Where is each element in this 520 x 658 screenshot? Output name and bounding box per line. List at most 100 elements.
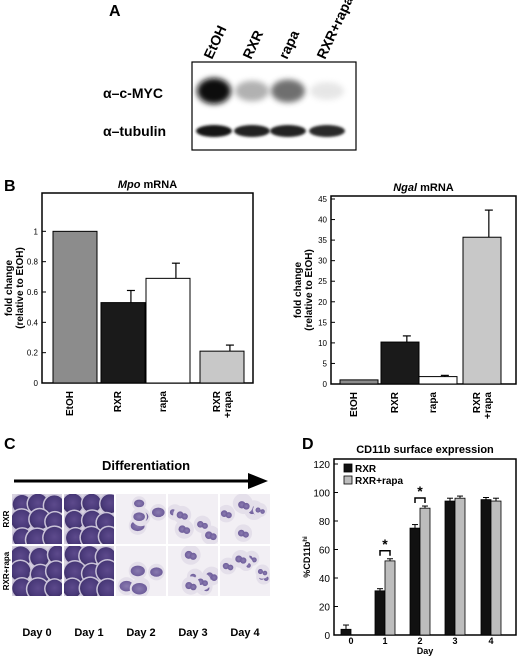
tubulin-band-2 — [270, 125, 306, 137]
micrograph-1-4 — [220, 546, 270, 596]
panel-a-letter: A — [109, 3, 121, 20]
panel-c-letter: C — [4, 436, 16, 453]
category-label-3: +rapa — [483, 392, 494, 419]
bar-2 — [145, 277, 191, 384]
cmyc-band-0 — [197, 78, 231, 104]
y-tick-label: 120 — [313, 460, 330, 471]
bar-3 — [462, 236, 502, 385]
category-label-0: EtOH — [65, 391, 76, 416]
micrograph-1-1 — [64, 546, 114, 596]
cd11b-chart: CD11b surface expression%CD11bhiDay02040… — [302, 444, 517, 656]
cmyc-band-2 — [271, 79, 305, 103]
legend-label-1: RXR+rapa — [355, 476, 404, 487]
x-tick-label-2: 2 — [417, 636, 422, 646]
tubulin-band-3 — [309, 125, 345, 137]
category-label-1: RXR — [390, 391, 401, 413]
y-axis-label-superscript: hi — [303, 536, 309, 542]
y-tick-label: 100 — [313, 489, 330, 500]
legend-label-0: RXR — [355, 464, 377, 475]
micrograph-1-0 — [12, 546, 62, 596]
y-axis-label: %CD11bhi — [302, 536, 312, 578]
lane-label-1: RXR — [239, 28, 266, 62]
bar-RXR-3 — [444, 500, 456, 636]
micrograph-day-labels: Day 0 Day 1 Day 2 Day 3 Day 4 — [22, 627, 260, 639]
legend-swatch-0 — [343, 463, 353, 473]
y-tick-label: 30 — [318, 257, 327, 266]
chart-title-suffix: mRNA — [417, 182, 454, 194]
cmyc-band-3 — [310, 82, 344, 100]
panel-b-letter: B — [4, 178, 16, 195]
differentiation-arrow-head — [248, 473, 268, 489]
differentiation-label: Differentiation — [102, 458, 190, 473]
lane-label-3: RXR+rapa — [313, 0, 356, 61]
y-tick-label: 15 — [318, 318, 327, 327]
micrograph-0-4 — [220, 494, 270, 544]
significance-star-0: * — [382, 536, 388, 552]
x-axis-label: Day — [417, 646, 434, 656]
y-tick-label: 35 — [318, 236, 327, 245]
micrograph-0-3 — [168, 494, 218, 544]
y-axis-label-2: (relative to EtOH) — [15, 247, 26, 329]
y-tick-label: 20 — [318, 298, 327, 307]
bar-RXR+rapa-4 — [490, 500, 502, 636]
y-tick-label: 60 — [319, 546, 331, 557]
x-tick-label-1: 1 — [382, 636, 387, 646]
bar-0 — [52, 230, 98, 384]
micrograph-day-label-2: Day 2 — [126, 627, 155, 639]
y-tick-label: 0.4 — [27, 318, 39, 327]
bar-3 — [199, 350, 245, 384]
panel-d-letter: D — [302, 436, 314, 453]
y-tick-label: 0 — [324, 631, 330, 642]
micrograph-0-1 — [64, 494, 114, 544]
bar-RXR-1 — [374, 590, 386, 636]
y-tick-label: 45 — [318, 195, 327, 204]
bar-RXR+rapa-3 — [454, 497, 466, 636]
category-label-3: RXR — [212, 390, 223, 412]
bar-RXR-2 — [409, 527, 421, 636]
cmyc-band-1 — [235, 80, 269, 102]
chart-title: CD11b surface expression — [356, 444, 494, 456]
bar-RXR+rapa-1 — [384, 560, 396, 636]
y-tick-label: 1 — [34, 227, 39, 236]
category-label-3: RXR — [472, 391, 483, 413]
bar-1 — [100, 302, 146, 384]
micrograph-row-labels: RXR RXR+rapa — [2, 510, 11, 590]
category-label-1: RXR — [113, 390, 124, 412]
y-tick-label: 0.6 — [27, 288, 39, 297]
y-tick-label: 5 — [323, 359, 328, 368]
chart-title: Ngal mRNA — [393, 182, 454, 194]
chart-title-suffix: mRNA — [140, 179, 177, 191]
micrograph-grid — [12, 494, 270, 596]
legend-swatch-1 — [343, 475, 353, 485]
category-label-3: +rapa — [223, 391, 234, 418]
y-tick-label: 40 — [319, 574, 331, 585]
micrograph-day-label-4: Day 4 — [230, 627, 260, 639]
y-axis-label: fold change — [4, 260, 15, 317]
y-axis-label-2: (relative to EtOH) — [304, 249, 315, 331]
micrograph-1-3 — [168, 546, 218, 596]
chart-title-gene: Ngal — [393, 182, 418, 194]
bar-1 — [380, 341, 420, 385]
chart-title: Mpo mRNA — [118, 179, 177, 191]
micrograph-day-label-1: Day 1 — [74, 627, 103, 639]
y-tick-label: 25 — [318, 277, 327, 286]
y-axis-label: fold change — [293, 262, 304, 319]
category-label-0: EtOH — [349, 392, 360, 417]
mpo-chart: Mpo mRNA fold change (relative to EtOH) 0 0.… — [4, 179, 254, 418]
y-tick-label: 40 — [318, 216, 327, 225]
bar-2 — [418, 376, 458, 385]
x-tick-label-4: 4 — [488, 636, 493, 646]
tubulin-band-1 — [234, 125, 270, 137]
x-tick-label-3: 3 — [452, 636, 457, 646]
tubulin-band-0 — [196, 125, 232, 137]
micrograph-day-label-0: Day 0 — [22, 627, 51, 639]
category-label-2: rapa — [428, 392, 439, 414]
micrograph-1-2 — [116, 546, 166, 596]
ngal-chart: Ngal mRNA fold change (relative to EtOH) 0 5… — [293, 182, 517, 419]
significance-bracket-1 — [414, 497, 426, 504]
micrograph-row-label-1: RXR+rapa — [2, 551, 11, 590]
category-label-2: rapa — [158, 391, 169, 413]
lane-label-0: EtOH — [200, 23, 229, 61]
western-blot-bands — [196, 78, 345, 137]
